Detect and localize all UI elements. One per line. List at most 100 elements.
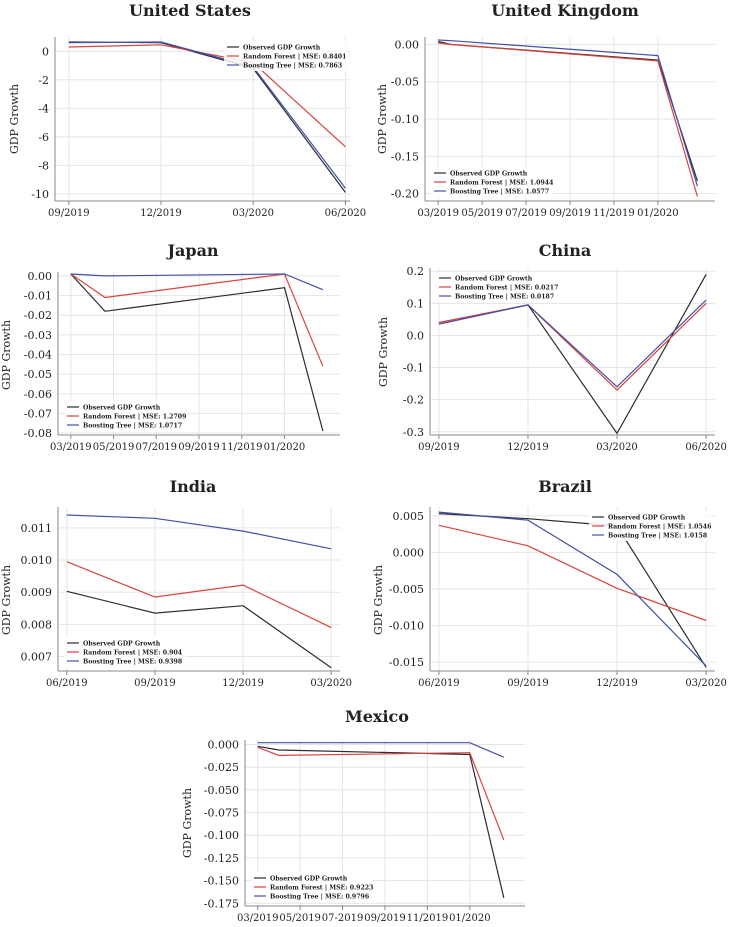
series-line-rf [70,273,324,367]
legend-entry: Random Forest | MSE: 0.8401 [243,54,346,61]
x-tick-label: 09/2019 [364,913,406,924]
x-tick-label: 01/2020 [449,913,491,924]
legend-box [64,637,186,667]
legend-entry: Random Forest | MSE: 0.0217 [455,285,558,292]
y-tick-label: -0.06 [24,388,52,401]
series-line-rf [257,746,505,841]
legend-entry: Observed GDP Growth [243,45,321,52]
y-tick-label: 0.00 [28,270,53,283]
legend-entry: Boosting Tree | MSE: 1.0158 [608,533,707,540]
x-tick-label: 09/2019 [48,208,90,219]
y-tick-label: -0.07 [24,407,52,420]
series-line-rf [438,42,698,197]
series-line-bt [66,514,332,550]
series-line-rf [438,302,707,391]
y-tick-label: 0 [42,45,49,58]
x-tick-label: 06/2019 [418,678,460,689]
y-tick-label: -0.150 [204,875,239,888]
chart-panel-united-states: 0 -2 -4 -6 -8 -10 09/2019 12/2019 03/2020 06/2020… [8,1,366,219]
y-tick-label: -0.20 [391,188,419,201]
x-tick-label: 03/2020 [685,678,727,689]
series-line-bt [438,511,707,667]
chart-title: India [170,477,217,496]
y-tick-label: -0.175 [204,897,239,910]
x-tick-label: 09/2019 [178,442,220,453]
y-tick-label: 0.005 [393,510,425,523]
y-tick-label: -0.08 [24,427,52,440]
x-tick-label: 01/2020 [637,208,679,219]
y-axis-label: GDP Growth [181,788,194,858]
series-line-bt [438,39,698,187]
y-tick-label: -0.100 [204,829,239,842]
chart-title: United States [129,1,251,20]
y-tick-label: -0.025 [204,761,239,774]
x-tick-label: 12/2019 [222,678,264,689]
chart-title: United Kingdom [491,1,639,20]
y-tick-label: -0.050 [204,784,239,797]
x-tick-label: 06/2020 [685,442,727,453]
y-tick-label: -0.15 [391,150,419,163]
y-tick-label: -0.05 [391,76,419,89]
x-tick-label: 03/2020 [310,678,352,689]
legend-entry: Observed GDP Growth [608,515,686,522]
x-tick-label: 07/2019 [135,442,177,453]
legend-entry: Random Forest | MSE: 0.904 [83,650,183,657]
legend-box [436,272,558,302]
y-tick-label: -10 [31,188,49,201]
x-tick-label: 11/2019 [407,913,449,924]
y-tick-label: 0.007 [21,651,53,664]
y-tick-label: -0.010 [389,620,424,633]
x-tick-label: 12/2019 [507,442,549,453]
y-tick-label: 0.00 [395,38,420,51]
legend: Observed GDP Growth Random Forest | MSE: … [224,41,346,71]
chart-panel-japan: 0.00 -0.01 -0.02 -0.03 -0.04 -0.05 -0.06 -0.07 -… [0,241,340,453]
x-tick-label: 09/2019 [418,442,460,453]
x-tick-label: 11/2019 [221,442,263,453]
y-tick-label: -0.05 [24,368,52,381]
y-tick-label: 0.2 [407,265,425,278]
y-tick-label: -0.015 [389,656,424,669]
x-tick-label: 12/2019 [596,678,638,689]
legend: Observed GDP Growth Random Forest | MSE: … [431,167,554,197]
y-axis-label: GDP Growth [376,84,389,154]
chart-title: Brazil [538,477,592,496]
series-line-bt [438,299,707,388]
chart-panel-india: 0.011 0.010 0.009 0.008 0.007 06/2019 09/2019 1… [0,477,352,689]
chart-panel-china: 0.2 0.1 0.0 -0.1 -0.2 -0.3 09/2019 12/2019 03/20… [377,241,727,453]
y-tick-label: 0.000 [208,739,240,752]
y-tick-label: -0.125 [204,852,239,865]
x-tick-label: 03/2019 [237,913,279,924]
y-tick-label: -0.3 [403,426,424,439]
legend-box [431,167,553,197]
legend-box [589,511,711,541]
x-tick-label: 11/2019 [593,208,635,219]
legend: Observed GDP Growth Random Forest | MSE: … [64,637,186,667]
legend-entry: Observed GDP Growth [450,171,528,178]
x-tick-label: 03/2020 [596,442,638,453]
y-tick-label: -0.2 [403,394,424,407]
chart-title: China [539,241,591,260]
y-tick-label: 0.1 [407,297,425,310]
legend-box [224,41,346,71]
series-line-bt [257,742,505,758]
x-tick-label: 06/2019 [46,678,88,689]
x-tick-label: 03/2019 [417,208,459,219]
legend-entry: Boosting Tree | MSE: 0.9398 [83,659,182,666]
series-line-observed [66,590,332,669]
legend-entry: Boosting Tree | MSE: 0.7863 [243,63,342,70]
legend-entry: Boosting Tree | MSE: 1.0577 [450,189,549,196]
x-tick-label: 05/2019 [461,208,503,219]
y-axis-label: GDP Growth [377,317,390,387]
y-tick-label: -2 [38,74,49,87]
legend: Observed GDP Growth Random Forest | MSE: … [436,272,558,302]
x-tick-label: 07/2019 [505,208,547,219]
x-tick-label: 07-2019 [322,913,364,924]
x-tick-label: 12/2019 [140,208,182,219]
x-tick-label: 01/2020 [264,442,306,453]
legend-entry: Observed GDP Growth [455,276,533,283]
y-tick-label: 0.008 [21,618,53,631]
series-line-rf [438,524,707,622]
x-tick-label: 09/2019 [134,678,176,689]
x-tick-label: 09/2019 [507,678,549,689]
series-line-observed [70,273,324,432]
